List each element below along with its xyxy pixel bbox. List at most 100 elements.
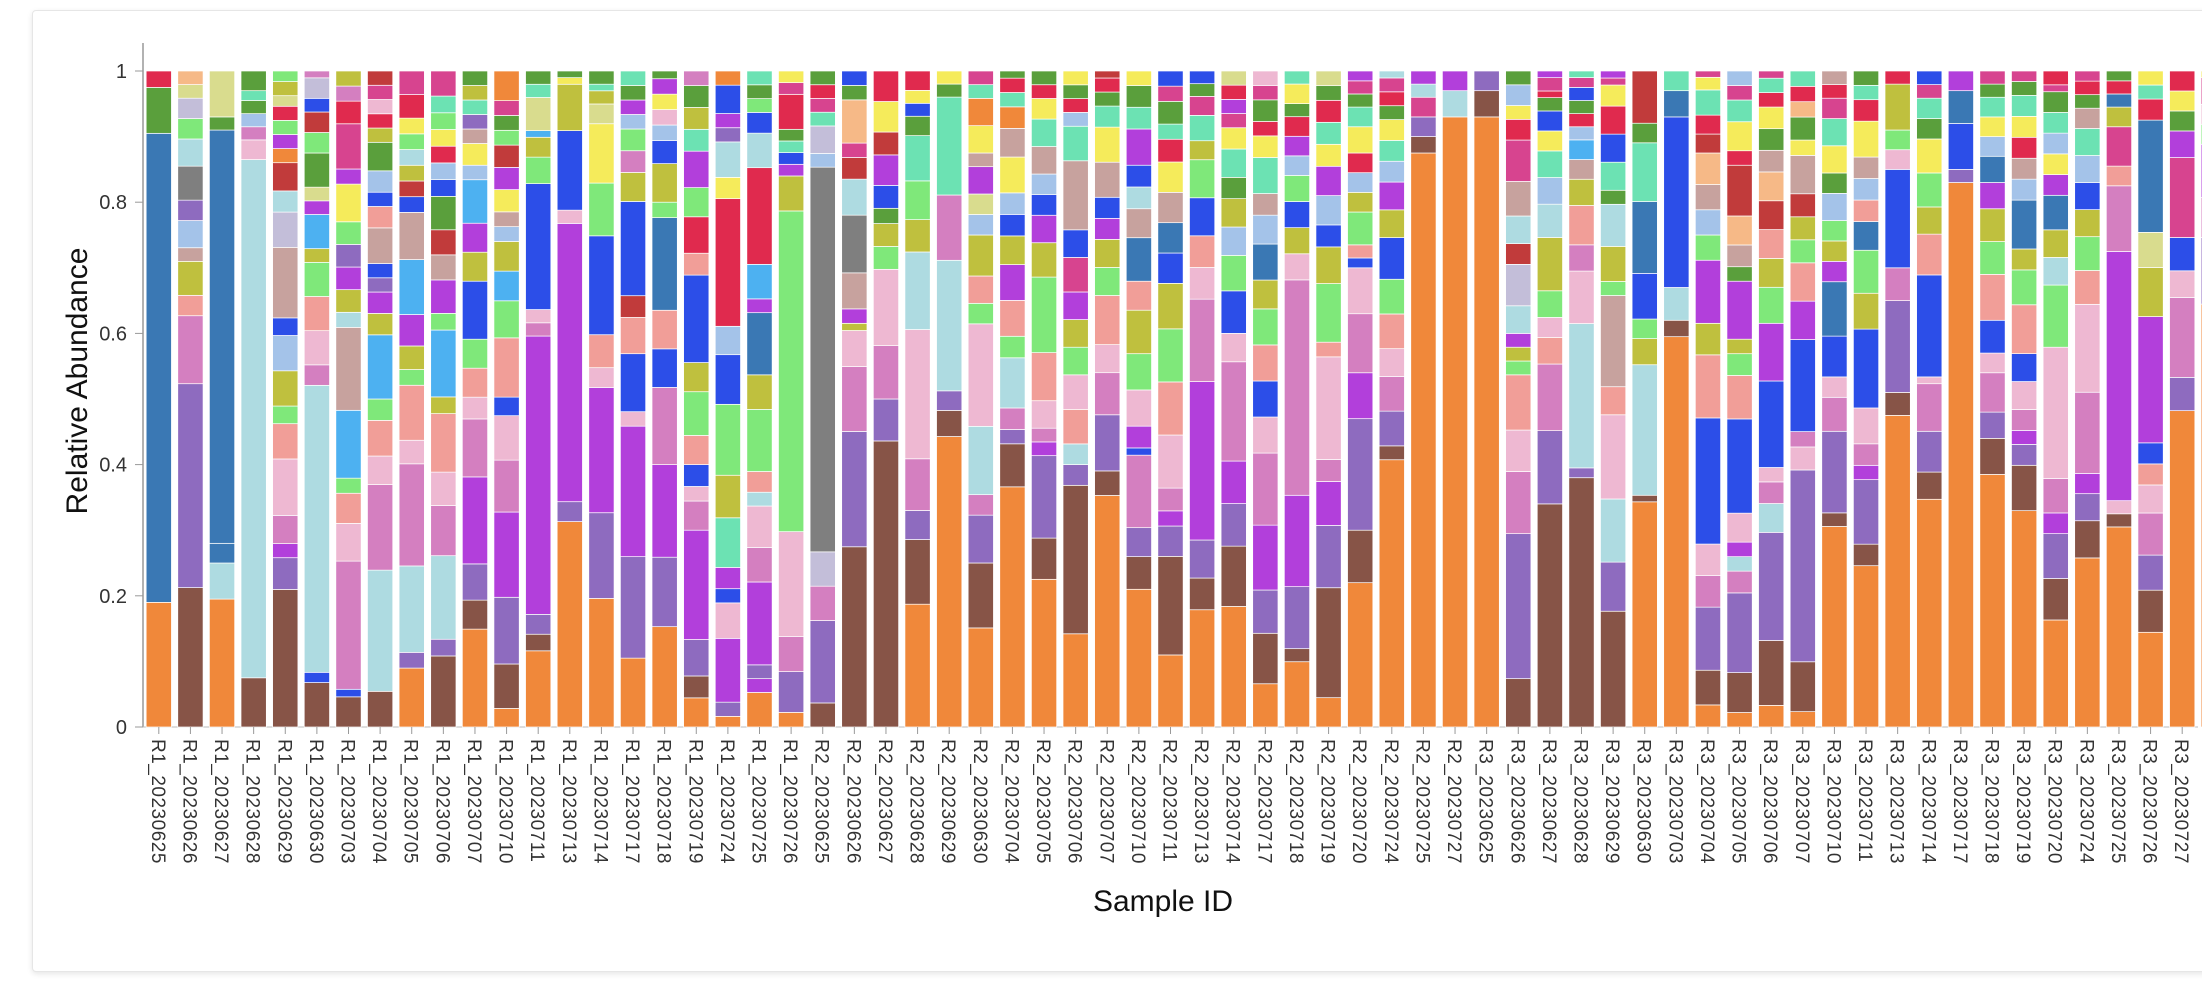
bar-segment[interactable] [1505,429,1532,472]
bar-segment[interactable] [177,84,204,99]
bar-segment[interactable] [1979,474,2006,728]
bar-segment[interactable] [1283,253,1310,281]
bar-segment[interactable] [1125,454,1152,529]
bar-segment[interactable] [367,263,394,279]
bar-segment[interactable] [1505,264,1532,307]
bar-segment[interactable] [746,491,773,507]
bar-segment[interactable] [525,156,552,184]
bar-segment[interactable] [272,246,299,319]
bar-segment[interactable] [746,98,773,113]
bar-segment[interactable] [2105,126,2132,167]
bar-segment[interactable] [1189,577,1216,611]
bar-segment[interactable] [651,93,678,110]
bar-segment[interactable] [2011,136,2038,159]
bar-segment[interactable] [1789,300,1816,340]
bar-segment[interactable] [493,211,520,228]
bar-segment[interactable] [461,599,488,630]
bar-stack-R1_20230707[interactable] [461,70,488,728]
bar-segment[interactable] [778,70,805,84]
bar-segment[interactable] [1189,539,1216,579]
bar-segment[interactable] [272,81,299,97]
bar-segment[interactable] [1347,372,1374,420]
bar-segment[interactable] [209,562,236,600]
bar-segment[interactable] [778,636,805,672]
bar-segment[interactable] [1125,353,1152,391]
bar-stack-R2_20230710[interactable] [1125,70,1152,728]
bar-segment[interactable] [778,128,805,142]
bar-stack-R2_20230704[interactable] [999,70,1026,728]
bar-stack-R1_20230719[interactable] [683,70,710,728]
bar-segment[interactable] [1853,479,1880,545]
bar-segment[interactable] [651,78,678,95]
bar-segment[interactable] [1157,654,1184,728]
bar-segment[interactable] [430,555,457,640]
bar-segment[interactable] [398,565,425,653]
bar-segment[interactable] [2169,157,2196,238]
bar-segment[interactable] [1758,322,1785,382]
bar-stack-R3_20230727[interactable] [2169,70,2196,728]
bar-segment[interactable] [2105,106,2132,128]
bar-segment[interactable] [1821,118,1848,147]
bar-segment[interactable] [1094,70,1121,79]
bar-segment[interactable] [493,270,520,302]
bar-segment[interactable] [177,97,204,119]
bar-segment[interactable] [1600,133,1627,163]
bar-segment[interactable] [1916,97,1943,119]
bar-segment[interactable] [1031,400,1058,429]
bar-segment[interactable] [1947,182,1974,728]
bar-segment[interactable] [1157,123,1184,140]
bar-segment[interactable] [1853,120,1880,158]
bar-segment[interactable] [2011,444,2038,466]
bar-segment[interactable] [1347,582,1374,728]
bar-segment[interactable] [999,264,1026,301]
bar-segment[interactable] [2042,153,2069,175]
bar-segment[interactable] [714,637,741,703]
bar-segment[interactable] [525,650,552,728]
bar-segment[interactable] [2137,589,2164,633]
bar-segment[interactable] [1916,118,1943,140]
bar-segment[interactable] [1505,118,1532,141]
bar-stack-R3_20230725[interactable] [2105,70,2132,728]
bar-segment[interactable] [1979,372,2006,413]
bar-segment[interactable] [1600,203,1627,247]
bar-segment[interactable] [430,413,457,473]
bar-segment[interactable] [1442,116,1469,728]
bar-segment[interactable] [2042,619,2069,728]
bar-stack-R3_20230707[interactable] [1789,70,1816,728]
bar-segment[interactable] [493,415,520,461]
bar-segment[interactable] [936,390,963,411]
bar-segment[interactable] [1031,242,1058,278]
bar-segment[interactable] [904,180,931,220]
bar-segment[interactable] [841,85,868,101]
bar-segment[interactable] [367,569,394,692]
bar-segment[interactable] [1283,648,1310,663]
bar-segment[interactable] [1505,105,1532,120]
bar-segment[interactable] [1694,133,1721,154]
bar-segment[interactable] [1726,85,1753,101]
bar-segment[interactable] [303,384,330,673]
bar-segment[interactable] [620,411,647,427]
bar-segment[interactable] [1157,434,1184,489]
bar-segment[interactable] [2137,631,2164,728]
bar-segment[interactable] [936,436,963,728]
bar-segment[interactable] [714,474,741,519]
bar-segment[interactable] [461,114,488,130]
bar-segment[interactable] [1252,157,1279,194]
bar-segment[interactable] [1315,525,1342,589]
bar-segment[interactable] [936,83,963,98]
bar-segment[interactable] [493,511,520,598]
bar-segment[interactable] [1410,83,1437,98]
bar-segment[interactable] [525,335,552,615]
bar-segment[interactable] [367,206,394,229]
bar-stack-R2_20230707[interactable] [1094,70,1121,728]
bar-segment[interactable] [1694,704,1721,728]
bar-segment[interactable] [1916,430,1943,473]
bar-segment[interactable] [620,556,647,659]
bar-segment[interactable] [1031,441,1058,457]
bar-segment[interactable] [1220,333,1247,363]
bar-segment[interactable] [303,152,330,188]
bar-segment[interactable] [1821,376,1848,398]
bar-segment[interactable] [1536,110,1563,132]
bar-segment[interactable] [841,330,868,367]
bar-segment[interactable] [1600,610,1627,728]
